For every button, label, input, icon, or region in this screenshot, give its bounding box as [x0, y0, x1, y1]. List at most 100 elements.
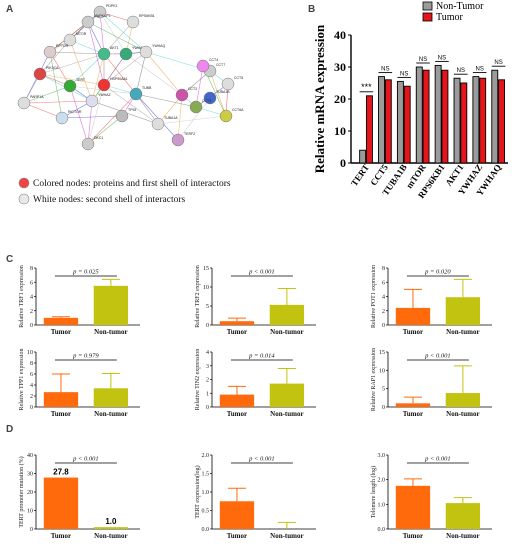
network-node-label: CCT7	[216, 63, 225, 67]
chart-c1: 0 2 4 6 8 Relative TRF1 expression Tumor Non-tu…	[19, 265, 140, 336]
network-node	[171, 133, 185, 147]
y-tick-label: 10	[27, 509, 33, 515]
network-edge	[135, 93, 197, 108]
bar-non-tumor	[445, 503, 481, 529]
b-bar-non-tumor	[453, 77, 461, 164]
y-tick-label: 6	[30, 372, 33, 378]
p-value-label: p < 0.001	[424, 456, 451, 463]
b-significance-label: NS	[438, 55, 446, 61]
y-axis-label: Telomere length (log)	[370, 466, 377, 518]
b-significance-label: ***	[361, 82, 372, 92]
legend-white-nodes: White nodes: second shell of interactors	[33, 194, 186, 205]
network-edge	[87, 100, 93, 145]
network-node	[97, 47, 111, 61]
b-y-tick-label: 40	[334, 28, 346, 42]
p-value-label: p = 0.014	[248, 353, 275, 360]
b-significance-label: NS	[494, 60, 502, 66]
b-legend-swatch	[422, 12, 433, 22]
b-bar-non-tumor	[378, 76, 385, 164]
y-tick-label: 2	[382, 309, 385, 315]
p-value-label: p = 0.020	[424, 269, 451, 276]
category-label: Non-tumor	[446, 532, 479, 540]
network-node	[139, 45, 153, 59]
y-tick-label: 6	[30, 280, 33, 286]
network-edge	[69, 39, 93, 102]
b-y-tick-label: 20	[334, 92, 346, 106]
network-node	[81, 15, 95, 29]
network-node-label: HSP90AA1	[110, 77, 128, 81]
network-node	[17, 96, 31, 110]
bar-tumor	[43, 317, 79, 325]
network-node-label: PARP1A	[30, 95, 44, 99]
bar-non-tumor	[93, 285, 129, 325]
network-node	[196, 59, 210, 73]
y-tick-label: 4	[30, 295, 33, 301]
b-bar-non-tumor	[472, 76, 480, 164]
network-node-label: CCT2	[188, 87, 197, 91]
network-edge	[99, 11, 127, 55]
p-value-label: p < 0.001	[248, 269, 275, 276]
network-edge	[103, 53, 137, 95]
chart-c5: 0 1 2 3 4 Relative TIN2 expression Tumor Non-tu…	[195, 349, 316, 418]
network-node-label: RPS6KB1	[139, 14, 155, 18]
category-label: Tumor	[51, 328, 71, 336]
chart-b-mrna-expression: 0 10 20 30 40 Relative mRNA expression *** TERT…	[312, 1, 508, 200]
network-edge	[61, 115, 123, 119]
network-node-label: AKT1	[110, 46, 119, 50]
network-node	[85, 94, 99, 108]
b-significance-label: NS	[381, 67, 389, 73]
network-node-label: TUBA1B	[216, 90, 230, 94]
b-bar-non-tumor	[359, 149, 367, 164]
b-category-label: TERT	[349, 162, 371, 188]
category-label: Tumor	[227, 328, 247, 336]
y-axis-label: TERT promoter mutation (%)	[18, 456, 25, 527]
network-node	[33, 67, 47, 81]
network-edge	[69, 53, 105, 87]
chart-c3: 0 2 4 6 8 Relative POT1 expression Tumor Non-tu…	[371, 265, 492, 336]
network-edge	[87, 21, 147, 53]
b-bar-non-tumor	[415, 66, 423, 164]
category-label: Non-tumor	[270, 532, 303, 540]
bar-non-tumor	[93, 388, 129, 407]
y-tick-label: 10	[27, 350, 33, 356]
y-tick-label: 0	[30, 323, 33, 329]
y-tick-label: 8	[30, 266, 33, 272]
network-node-label: TP53	[128, 108, 136, 112]
bar-tumor	[219, 394, 255, 407]
network-node-label: CCT4	[209, 58, 218, 62]
b-y-tick-label: 10	[334, 124, 346, 138]
b-bar-non-tumor	[396, 80, 404, 164]
network-node	[126, 15, 140, 29]
bar-data-label: 27.8	[53, 468, 69, 477]
network-node	[63, 79, 77, 93]
network-edge	[91, 53, 105, 102]
network-node	[129, 87, 143, 101]
network-edge	[39, 73, 105, 86]
panel-letter-d: D	[6, 424, 13, 435]
y-tick-label: 0.5	[202, 509, 210, 515]
y-tick-label: 15	[379, 350, 385, 356]
y-axis-label: Relative TRF1 expression	[19, 265, 25, 328]
category-label: Non-tumor	[446, 328, 479, 336]
network-edge	[39, 53, 105, 75]
chart-d3: 0.0 1.0 2.0 3.0 Telomere length (log) Tumor No…	[370, 453, 492, 540]
b-significance-label: NS	[476, 67, 484, 73]
network-node-label: PDPK1	[106, 4, 118, 8]
b-bar-tumor	[384, 79, 392, 164]
y-tick-label: 1.0	[378, 502, 386, 508]
network-node-label: MAPKAP1	[94, 14, 111, 18]
network-node	[55, 111, 69, 125]
bar-data-label: 1.0	[105, 517, 117, 526]
network-node	[115, 109, 129, 123]
category-label: Tumor	[51, 532, 71, 540]
y-tick-label: 20	[27, 490, 33, 496]
category-label: Tumor	[403, 328, 423, 336]
network-edge	[99, 11, 105, 55]
network-edge	[87, 93, 137, 145]
b-bar-tumor	[422, 69, 430, 164]
network-edge	[103, 51, 147, 86]
small-bar-charts: 0 2 4 6 8 Relative TRF1 expression Tumor Non-tu…	[18, 265, 492, 540]
bar-tumor	[43, 392, 79, 407]
